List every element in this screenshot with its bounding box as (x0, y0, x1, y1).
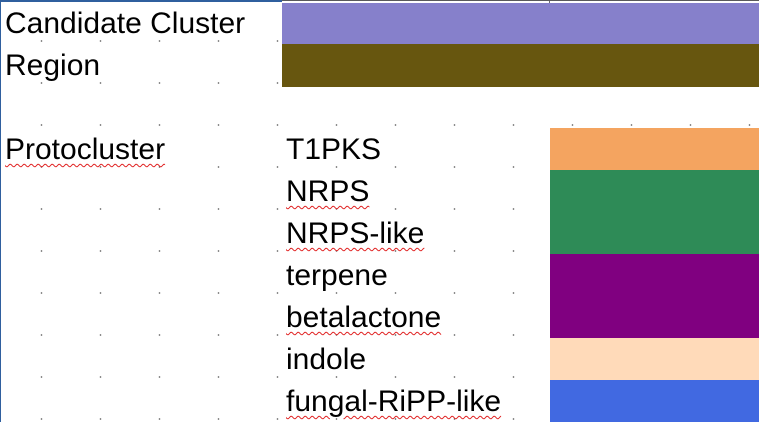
protocluster-heading[interactable]: Protocluster (5, 133, 166, 166)
protocluster-item-indole[interactable]: indole (286, 343, 367, 376)
cell-cursor-left-border (0, 0, 1, 422)
region-label[interactable]: Region (5, 49, 101, 82)
protocluster-swatch-nrps[interactable] (550, 170, 759, 212)
candidate-cluster-swatch[interactable] (282, 3, 759, 44)
column-divider (549, 1, 550, 4)
protocluster-swatch-terpene[interactable] (550, 254, 759, 296)
protocluster-swatch-fungal-ripp-like[interactable] (550, 380, 759, 422)
protocluster-item-fungal-ripp-like[interactable]: fungal-RiPP-like (286, 385, 502, 418)
protocluster-swatch-betalactone[interactable] (550, 296, 759, 338)
candidate-cluster-label[interactable]: Candidate Cluster (5, 7, 246, 40)
protocluster-item-nrps-like[interactable]: NRPS-like (286, 217, 425, 250)
protocluster-item-betalactone[interactable]: betalactone (286, 301, 442, 334)
grid-top-border (282, 0, 759, 1)
region-swatch[interactable] (282, 44, 759, 87)
protocluster-swatch-t1pks[interactable] (550, 128, 759, 170)
protocluster-item-nrps[interactable]: NRPS (286, 175, 370, 208)
cell-cursor-top-border (0, 0, 282, 2)
protocluster-swatch-indole[interactable] (550, 338, 759, 380)
protocluster-item-t1pks[interactable]: T1PKS (286, 133, 382, 166)
protocluster-item-terpene[interactable]: terpene (286, 259, 388, 292)
protocluster-swatch-nrps-like[interactable] (550, 212, 759, 254)
